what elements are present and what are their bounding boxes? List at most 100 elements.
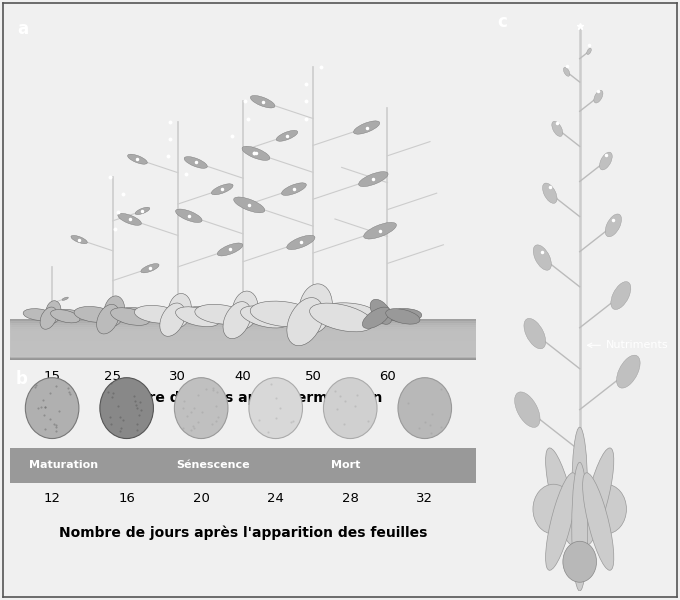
Ellipse shape <box>533 245 551 270</box>
Ellipse shape <box>46 301 61 323</box>
Bar <box>10 448 476 483</box>
Ellipse shape <box>218 243 243 256</box>
Ellipse shape <box>175 307 220 326</box>
Bar <box>10 350 476 358</box>
Text: 50: 50 <box>305 370 322 383</box>
Ellipse shape <box>135 305 180 323</box>
Bar <box>10 329 476 356</box>
Ellipse shape <box>617 355 640 388</box>
Ellipse shape <box>62 297 69 301</box>
Ellipse shape <box>309 303 373 332</box>
Bar <box>10 335 476 356</box>
Ellipse shape <box>242 146 270 160</box>
Ellipse shape <box>572 462 588 591</box>
Bar <box>10 319 476 360</box>
Ellipse shape <box>168 293 191 328</box>
Ellipse shape <box>211 184 233 195</box>
Bar <box>10 358 476 360</box>
Ellipse shape <box>299 284 333 333</box>
Ellipse shape <box>250 95 275 108</box>
Ellipse shape <box>241 306 290 328</box>
Ellipse shape <box>135 207 150 215</box>
Ellipse shape <box>223 302 251 338</box>
Ellipse shape <box>324 378 377 439</box>
Ellipse shape <box>386 308 420 324</box>
Bar <box>10 323 476 356</box>
Ellipse shape <box>175 209 202 223</box>
Ellipse shape <box>74 307 115 322</box>
Ellipse shape <box>250 301 316 327</box>
Text: Maturation: Maturation <box>29 460 99 470</box>
Bar <box>10 331 476 356</box>
Ellipse shape <box>71 235 87 244</box>
Ellipse shape <box>111 308 150 325</box>
Ellipse shape <box>118 214 141 226</box>
Ellipse shape <box>398 378 452 439</box>
Ellipse shape <box>585 484 626 534</box>
Bar <box>10 352 476 358</box>
Ellipse shape <box>551 121 563 136</box>
Bar <box>10 333 476 356</box>
Ellipse shape <box>545 473 577 570</box>
Ellipse shape <box>241 305 292 325</box>
Ellipse shape <box>587 48 592 55</box>
Text: 30: 30 <box>169 370 186 383</box>
Ellipse shape <box>605 214 622 237</box>
Ellipse shape <box>104 296 124 326</box>
Ellipse shape <box>370 299 392 325</box>
Ellipse shape <box>234 197 265 213</box>
Bar <box>10 325 476 356</box>
Ellipse shape <box>23 308 54 320</box>
Ellipse shape <box>25 378 79 439</box>
Ellipse shape <box>583 473 614 570</box>
Text: 28: 28 <box>342 492 358 505</box>
Ellipse shape <box>249 378 303 439</box>
Bar <box>10 327 476 356</box>
Ellipse shape <box>572 427 588 556</box>
Ellipse shape <box>611 281 631 310</box>
Ellipse shape <box>50 310 80 323</box>
Text: c: c <box>498 13 507 31</box>
Ellipse shape <box>276 130 298 141</box>
Ellipse shape <box>563 541 596 582</box>
Ellipse shape <box>362 307 390 328</box>
Ellipse shape <box>533 484 574 534</box>
Text: Nutriments: Nutriments <box>588 340 668 350</box>
Ellipse shape <box>600 152 612 170</box>
Ellipse shape <box>100 378 154 439</box>
Ellipse shape <box>594 91 603 103</box>
Ellipse shape <box>141 263 159 273</box>
Bar <box>10 341 476 357</box>
Text: a: a <box>17 20 29 38</box>
Ellipse shape <box>111 308 152 323</box>
Text: Sénescence: Sénescence <box>176 460 250 470</box>
Ellipse shape <box>564 67 570 76</box>
Ellipse shape <box>287 298 324 346</box>
Ellipse shape <box>287 235 315 250</box>
Ellipse shape <box>176 307 222 323</box>
Text: 20: 20 <box>192 492 209 505</box>
Text: 12: 12 <box>44 492 61 505</box>
Ellipse shape <box>515 392 540 427</box>
Text: b: b <box>16 370 28 388</box>
Ellipse shape <box>524 319 546 349</box>
Ellipse shape <box>310 303 377 328</box>
Ellipse shape <box>358 172 388 187</box>
Ellipse shape <box>51 310 82 321</box>
Text: 32: 32 <box>416 492 433 505</box>
Ellipse shape <box>160 303 185 336</box>
Ellipse shape <box>128 154 148 164</box>
Ellipse shape <box>174 378 228 439</box>
Ellipse shape <box>583 448 614 545</box>
Text: Nombre de jours après l'apparition des feuilles: Nombre de jours après l'apparition des f… <box>59 526 427 540</box>
Text: 24: 24 <box>267 492 284 505</box>
Ellipse shape <box>386 308 422 322</box>
Bar <box>10 343 476 357</box>
Bar <box>10 346 476 357</box>
Ellipse shape <box>364 223 396 239</box>
Ellipse shape <box>545 448 577 545</box>
Bar <box>10 337 476 357</box>
Ellipse shape <box>97 304 119 334</box>
Text: 25: 25 <box>104 370 121 383</box>
Text: 40: 40 <box>235 370 252 383</box>
